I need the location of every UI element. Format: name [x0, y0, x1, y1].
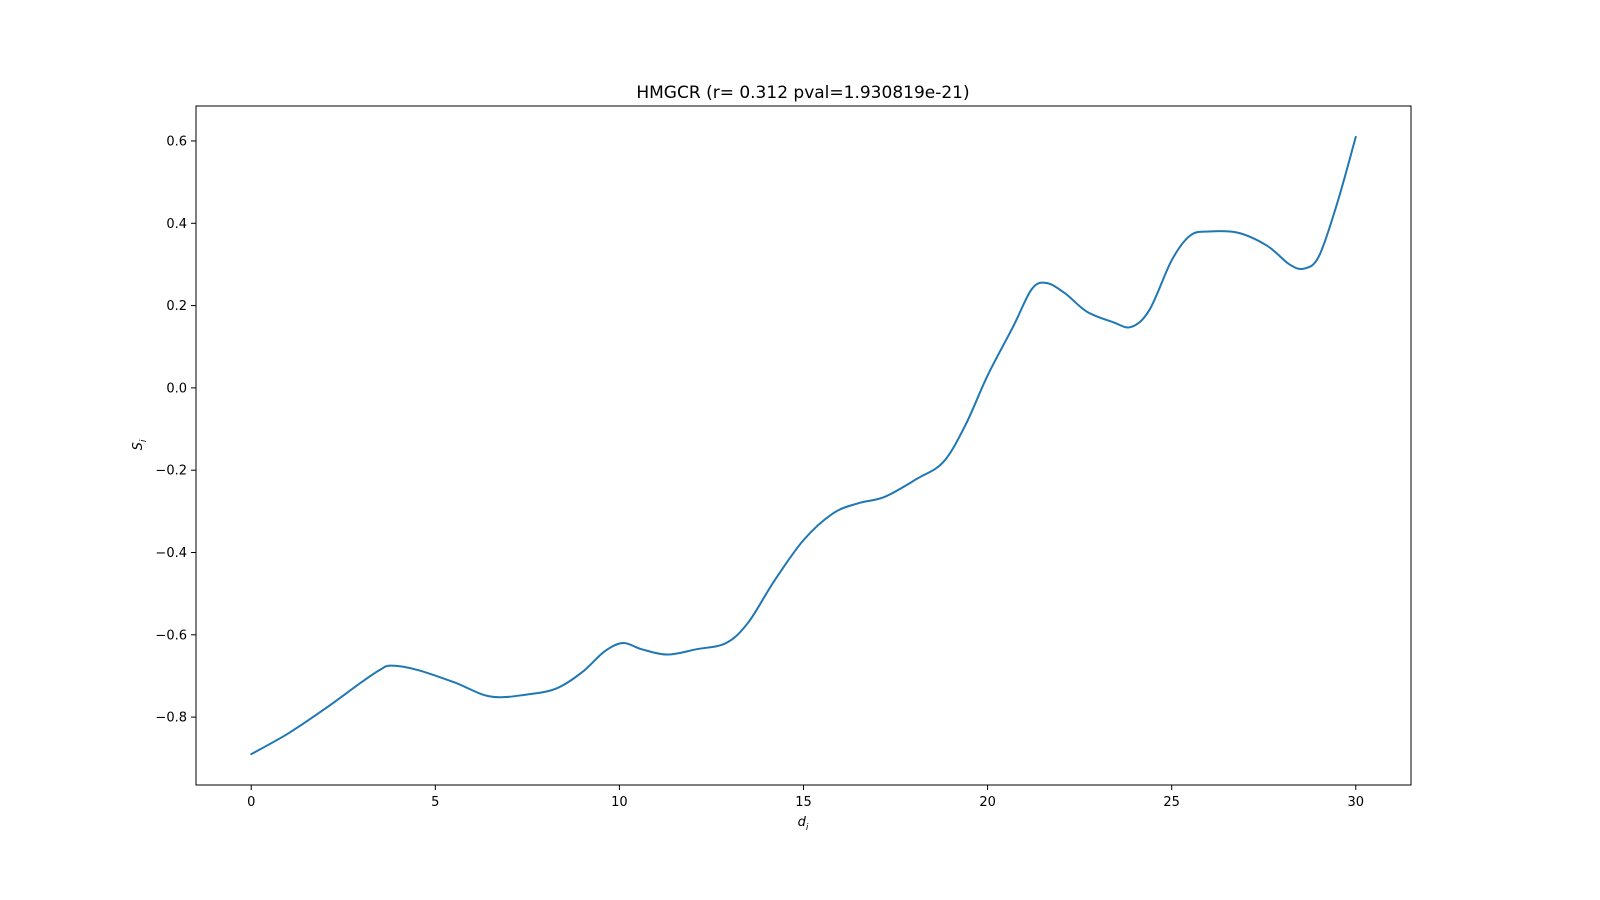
y-tick-label: −0.6: [155, 628, 187, 643]
chart-title: HMGCR (r= 0.312 pval=1.930819e-21): [636, 83, 969, 103]
x-axis-label: di: [798, 815, 809, 833]
y-tick-label: 0.6: [166, 134, 187, 149]
y-tick-label: 0.4: [166, 217, 187, 232]
x-tick-label: 15: [795, 795, 812, 810]
x-tick-label: 10: [611, 795, 628, 810]
x-tick-label: 20: [979, 795, 996, 810]
y-tick-label: −0.4: [155, 546, 187, 561]
series-line: [250, 135, 1357, 756]
plot-area-frame: [195, 105, 1412, 786]
x-axis: 0 5 10 15 20 25 30: [247, 785, 1364, 810]
x-tick-label: 0: [247, 795, 255, 810]
y-tick-label: −0.8: [155, 711, 187, 726]
x-tick-label: 25: [1163, 795, 1180, 810]
y-axis-label: Si: [131, 439, 149, 450]
x-tick-label: 30: [1347, 795, 1364, 810]
x-tick-label: 5: [431, 795, 439, 810]
y-tick-label: −0.2: [155, 464, 187, 479]
y-axis: −0.8 −0.6 −0.4 −0.2 0.0 0.2 0.4 0.6: [155, 134, 196, 726]
y-tick-label: 0.0: [166, 381, 187, 396]
y-tick-label: 0.2: [166, 299, 187, 314]
